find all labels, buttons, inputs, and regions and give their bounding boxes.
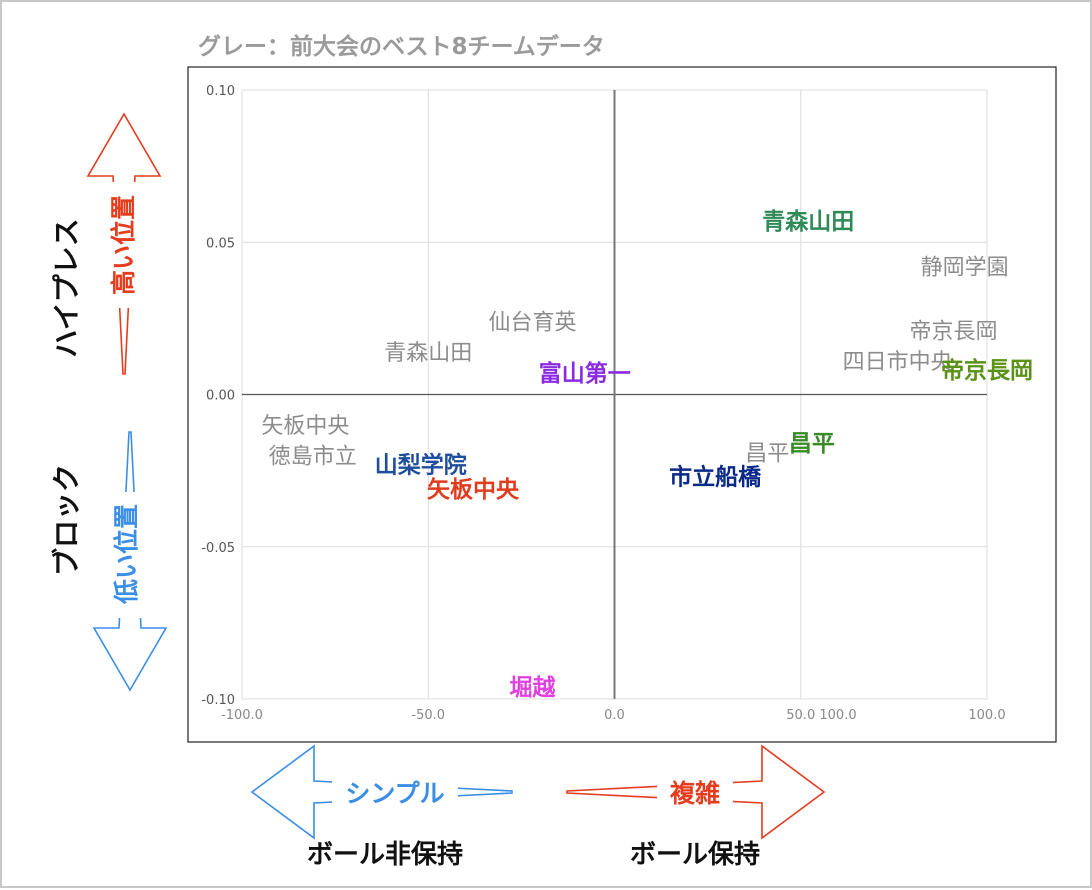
y-tick-label: -0.10	[201, 693, 235, 708]
low-position-arrow-icon	[92, 431, 168, 692]
label-mask	[108, 182, 140, 308]
point-label-curr-e5b89de4baace995b7e5b2a1: 帝京長岡	[941, 357, 1033, 384]
point-label-prev-e5beb3e5b3b6e5b882e7ab8b: 徳島市立	[269, 444, 357, 469]
y-bottom-main-label: ブロック	[50, 464, 83, 576]
point-label-curr-e5af8ce5b1b1e7acace4b880: 富山第一	[539, 360, 631, 387]
y-top-sub-label: 高い位置	[109, 195, 138, 295]
label-mask	[332, 775, 458, 809]
point-label-prev-e5b89de4baace995b7e5b2a1: 帝京長岡	[909, 320, 997, 345]
x-tick-label: 50.0	[786, 708, 815, 723]
label-mask	[657, 775, 733, 809]
plot-frame	[187, 66, 1057, 743]
y-tick-label: 0.05	[206, 236, 235, 251]
complex-arrow-icon	[566, 744, 826, 840]
point-label-curr-e6988ce5b9b3: 昌平	[789, 431, 835, 457]
point-label-prev-e99d92e6a3aee5b1b1e794b0: 青森山田	[384, 341, 472, 366]
x-tick-label: 100.0	[968, 708, 1005, 723]
x-right-sub-label: 複雑	[670, 779, 720, 808]
x-tick-label: 100.0	[819, 708, 856, 723]
point-label-curr-e79fa2e69dbfe4b8ade5a4ae: 矢板中央	[427, 476, 520, 503]
chart-title: グレー：前大会のベスト8チームデータ	[198, 33, 605, 60]
point-label-prev-e79fa2e69dbfe4b8ade5a4ae: 矢板中央	[261, 414, 349, 439]
y-tick-label: 0.10	[206, 84, 235, 99]
point-label-prev-e99d99e5b2a1e5ada6e59c92: 静岡学園	[921, 256, 1009, 281]
point-label-prev-e6988ce5b9b3: 昌平	[745, 441, 789, 466]
x-tick-label: -50.0	[411, 708, 445, 723]
simple-arrow-icon	[250, 744, 513, 840]
point-label-prev-e4bb99e58fb0e882b2e88bb1: 仙台育英	[489, 310, 577, 335]
point-label-curr-e5b882e7ab8be888b9e6a98b: 市立船橋	[669, 464, 762, 491]
y-bottom-sub-label: 低い位置	[112, 504, 141, 605]
y-tick-label: 0.00	[206, 389, 235, 404]
x-tick-label: 0.0	[604, 708, 625, 723]
point-label-curr-e99d92e6a3aee5b1b1e794b0: 青森山田	[762, 208, 854, 235]
point-label-curr-e5a080e8b68a: 堀越	[510, 675, 557, 701]
x-left-main-label: ボール非保持	[307, 840, 463, 870]
y-top-main-label: ハイプレス	[50, 218, 83, 357]
x-right-main-label: ボール保持	[630, 840, 760, 870]
y-tick-label: -0.05	[201, 541, 235, 556]
label-mask	[110, 492, 142, 618]
point-label-curr-e5b1b1e6a2a8e5ada6e999a2: 山梨学院	[375, 452, 467, 479]
high-position-arrow-icon	[86, 112, 162, 375]
point-label-prev-e59b9be697a5e5b882e4b8ad: 四日市中央	[843, 350, 953, 375]
x-left-sub-label: シンプル	[345, 779, 444, 808]
x-tick-label: -100.0	[221, 708, 263, 723]
